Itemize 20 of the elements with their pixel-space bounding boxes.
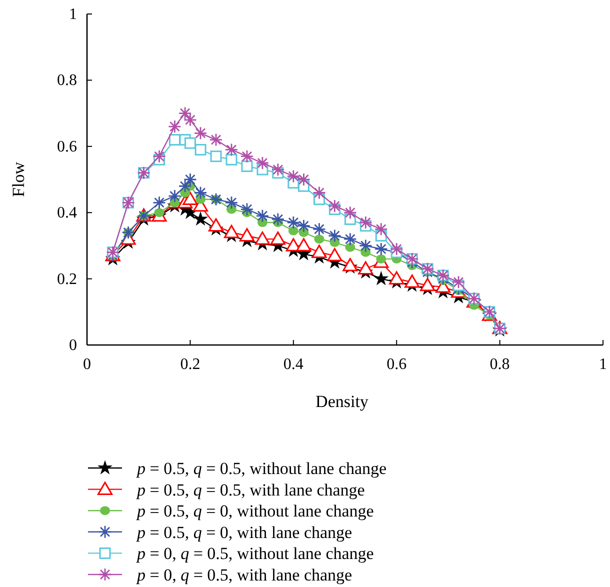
legend-label: p = 0, q = 0.5, with lane change — [136, 566, 352, 584]
y-tick-label: 0.8 — [57, 72, 77, 90]
y-tick-label: 0.6 — [57, 138, 77, 156]
y-axis-title: Flow — [9, 161, 28, 197]
legend-label: p = 0.5, q = 0.5, with lane change — [136, 480, 365, 500]
x-axis-title: Density — [316, 392, 369, 411]
x-tick-label: 0 — [83, 356, 91, 373]
x-tick-label: 0.6 — [386, 356, 407, 373]
x-tick-label: 0.4 — [283, 356, 304, 373]
legend-label: p = 0.5, q = 0.5, without lane change — [136, 459, 387, 478]
x-tick-label: 0.8 — [490, 356, 510, 373]
legend-label: p = 0, q = 0.5, without lane change — [136, 544, 374, 564]
legend-label: p = 0.5, q = 0, without lane change — [136, 502, 374, 521]
y-tick-label: 1 — [69, 6, 77, 23]
y-tick-label: 0.4 — [57, 204, 77, 222]
legend-label: p = 0.5, q = 0, with lane change — [136, 522, 352, 542]
x-tick-label: 0.2 — [180, 356, 200, 373]
x-tick-label: 1 — [599, 356, 607, 373]
y-tick-label: 0 — [69, 337, 77, 354]
y-tick-label: 0.2 — [57, 270, 77, 288]
